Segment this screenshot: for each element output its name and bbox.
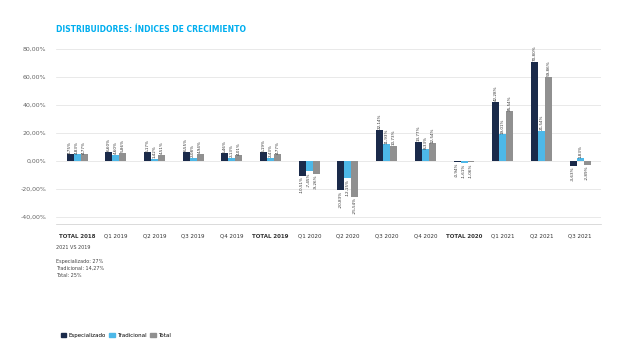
Text: -1,06%: -1,06%: [469, 163, 473, 177]
Bar: [538, 131, 545, 161]
Bar: [383, 144, 390, 161]
Bar: [337, 161, 345, 190]
Text: 21,54%: 21,54%: [539, 115, 543, 130]
Text: -1,61%: -1,61%: [462, 164, 466, 178]
Bar: [183, 152, 190, 161]
Text: 4,83%: 4,83%: [75, 141, 79, 154]
Text: DISTRIBUIDORES: ÍNDICES DE CRECIMIENTO: DISTRIBUIDORES: ÍNDICES DE CRECIMIENTO: [56, 25, 246, 34]
Bar: [221, 153, 228, 161]
Text: -2,89%: -2,89%: [585, 166, 589, 180]
Bar: [390, 146, 397, 161]
Bar: [144, 152, 151, 161]
Bar: [306, 161, 312, 172]
Bar: [312, 161, 320, 174]
Bar: [429, 144, 436, 161]
Text: -25,54%: -25,54%: [353, 197, 357, 215]
Bar: [267, 158, 274, 161]
Bar: [461, 161, 467, 163]
Bar: [105, 152, 112, 161]
Text: 10,73%: 10,73%: [392, 130, 396, 145]
Text: 19,01%: 19,01%: [501, 118, 505, 134]
Bar: [577, 159, 583, 161]
Bar: [228, 158, 236, 161]
Text: -20,83%: -20,83%: [339, 191, 343, 208]
Bar: [236, 155, 242, 161]
Text: 70,80%: 70,80%: [533, 46, 536, 61]
Text: 5,46%: 5,46%: [223, 140, 227, 153]
Text: 6,19%: 6,19%: [262, 139, 265, 152]
Bar: [81, 154, 87, 161]
Bar: [260, 152, 267, 161]
Bar: [74, 154, 81, 161]
Bar: [506, 111, 513, 161]
Bar: [467, 161, 474, 162]
Text: 4,77%: 4,77%: [275, 141, 280, 154]
Text: 4,01%: 4,01%: [237, 142, 241, 155]
Text: 4,77%: 4,77%: [82, 141, 86, 154]
Bar: [422, 149, 429, 161]
Bar: [415, 142, 422, 161]
Text: 2021 VS 2019

Especializado: 27%
Tradicional: 14,27%
Total: 25%: 2021 VS 2019 Especializado: 27% Tradicio…: [56, 245, 104, 278]
Text: 2,08%: 2,08%: [191, 145, 195, 158]
Text: -10,51%: -10,51%: [300, 176, 304, 193]
Bar: [583, 161, 591, 165]
Bar: [492, 102, 499, 161]
Bar: [570, 161, 577, 166]
Text: 1,42%: 1,42%: [153, 146, 156, 158]
Bar: [352, 161, 358, 197]
Bar: [112, 155, 119, 161]
Text: 22,14%: 22,14%: [378, 114, 382, 129]
Text: 2,13%: 2,13%: [230, 145, 234, 157]
Text: -7,45%: -7,45%: [308, 172, 311, 187]
Text: -9,26%: -9,26%: [314, 175, 318, 189]
Bar: [345, 161, 352, 178]
Text: 6,55%: 6,55%: [184, 138, 188, 151]
Text: 42,28%: 42,28%: [494, 86, 498, 101]
Bar: [454, 161, 461, 162]
Text: -0,94%: -0,94%: [455, 163, 459, 177]
Bar: [151, 159, 158, 161]
Bar: [197, 154, 203, 161]
Text: 4,51%: 4,51%: [159, 141, 164, 154]
Text: -12,15%: -12,15%: [346, 179, 350, 196]
Text: 1,83%: 1,83%: [578, 145, 582, 158]
Bar: [531, 62, 538, 161]
Text: 2,43%: 2,43%: [268, 144, 273, 157]
Text: 4,94%: 4,94%: [198, 141, 202, 153]
Bar: [190, 158, 197, 161]
Bar: [66, 154, 74, 161]
Text: 4,60%: 4,60%: [114, 141, 118, 154]
Bar: [499, 134, 506, 161]
Bar: [376, 130, 383, 161]
Text: 35,54%: 35,54%: [508, 95, 512, 111]
Bar: [274, 154, 281, 161]
Bar: [545, 77, 552, 161]
Text: 4,75%: 4,75%: [68, 141, 72, 154]
Text: 8,33%: 8,33%: [423, 136, 427, 149]
Text: 12,54%: 12,54%: [430, 127, 434, 143]
Text: 6,17%: 6,17%: [146, 139, 149, 152]
Text: -3,63%: -3,63%: [571, 167, 575, 181]
Text: 13,77%: 13,77%: [417, 126, 420, 141]
Legend: Especializado, Tradicional, Total: Especializado, Tradicional, Total: [58, 331, 173, 340]
Text: 5,86%: 5,86%: [121, 139, 125, 152]
Bar: [119, 153, 126, 161]
Text: 59,86%: 59,86%: [546, 61, 551, 77]
Bar: [158, 155, 165, 161]
Text: 11,93%: 11,93%: [384, 128, 389, 144]
Bar: [299, 161, 306, 176]
Text: 6,60%: 6,60%: [107, 138, 111, 151]
